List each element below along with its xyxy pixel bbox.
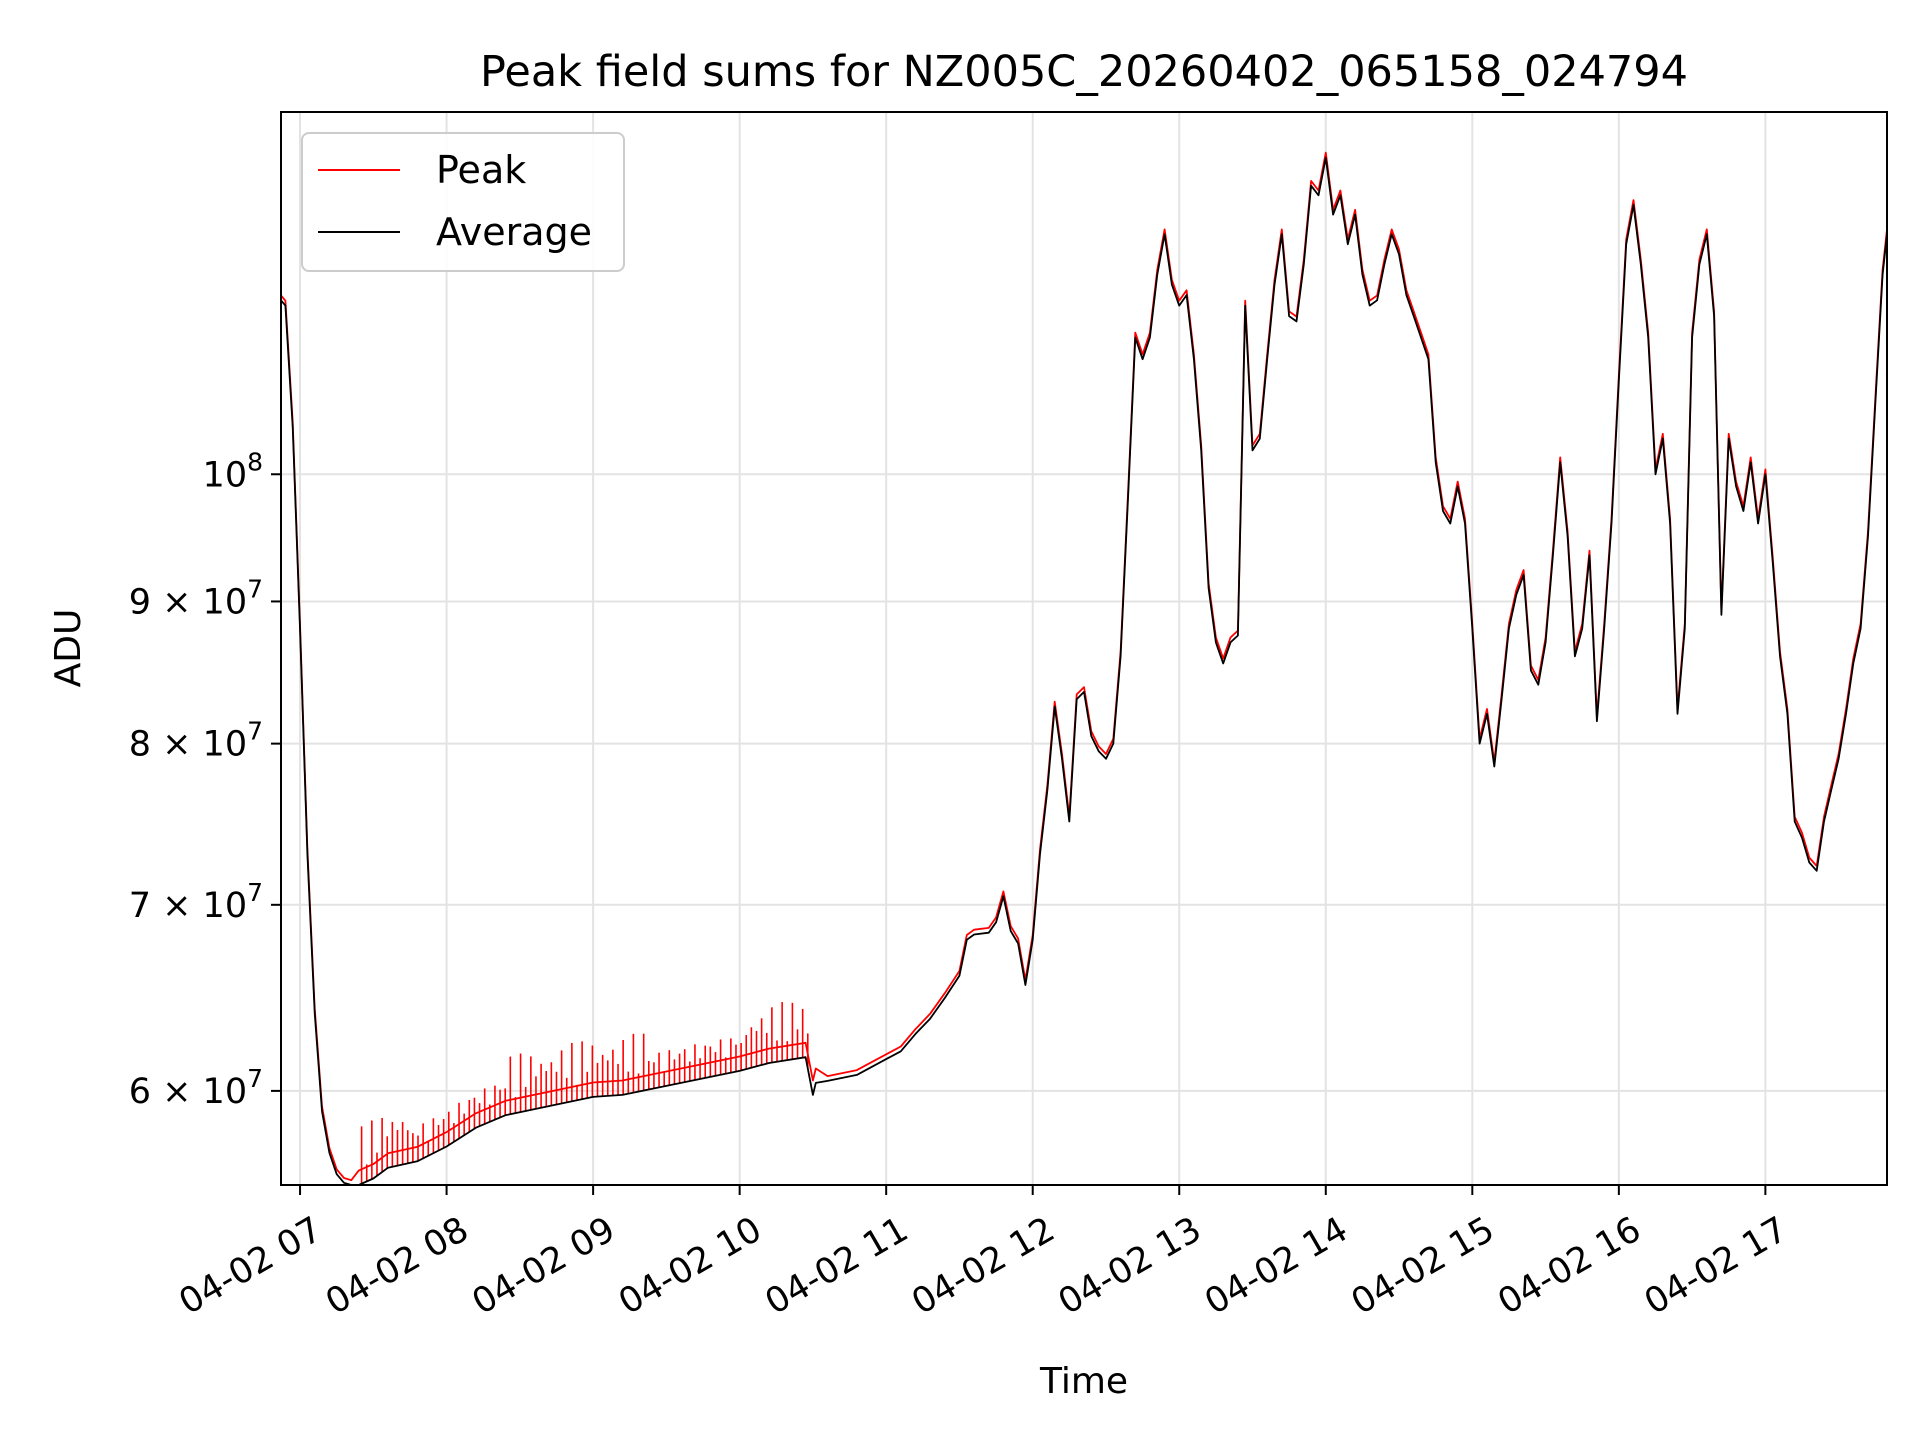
legend-box: [301, 132, 625, 272]
average-series-line: [280, 156, 1888, 1186]
legend: Peak Average: [301, 132, 625, 272]
y-axis-label: ADU: [48, 609, 89, 688]
y-tick-label: 8 × 107: [129, 717, 263, 765]
legend-peak-label: Peak: [436, 148, 526, 192]
legend-average-label: Average: [436, 210, 592, 254]
y-tick-label: 7 × 107: [129, 878, 263, 926]
x-axis-label: Time: [1039, 1361, 1128, 1402]
grid-lines: [281, 112, 1887, 1185]
plot-frame: [280, 111, 1888, 1186]
y-tick-label: 108: [203, 447, 263, 495]
y-tick-label: 6 × 107: [129, 1064, 263, 1112]
chart-title: Peak field sums for NZ005C_20260402_0651…: [480, 47, 1688, 97]
peak-series: [280, 151, 1888, 1184]
y-tick-label: 9 × 107: [129, 574, 263, 622]
y-axis-ticks: 6 × 107 7 × 107 8 × 107 9 × 107 108: [129, 447, 281, 1112]
